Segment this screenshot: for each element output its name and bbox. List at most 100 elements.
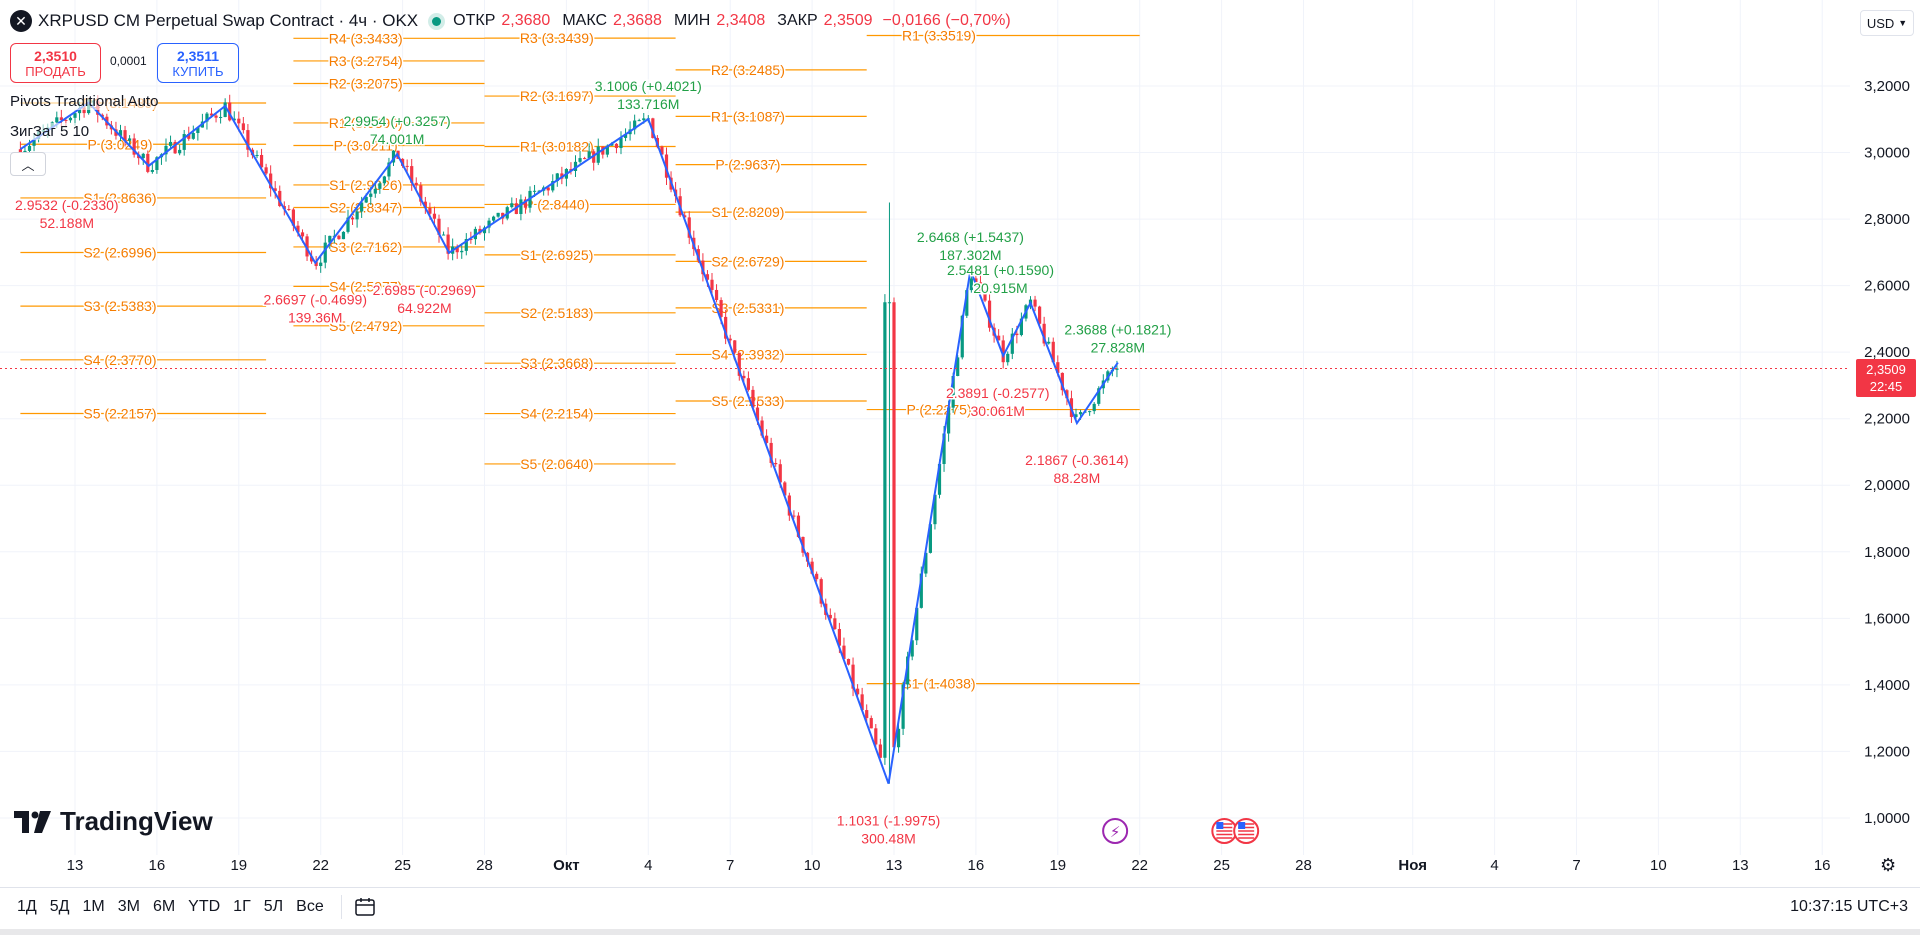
candle-body [182,134,186,150]
symbol-title[interactable]: XRPUSD CM Perpetual Swap Contract · 4ч ·… [38,11,419,30]
settings-gear-icon[interactable]: ⚙ [1880,855,1897,875]
buy-price: 2,3511 [176,47,220,64]
zigzag-label-price: 2.3688 (+0.1821) [1064,322,1171,338]
sell-price: 2,3510 [34,47,77,64]
candle-body [605,145,609,155]
candle-body [1019,318,1023,336]
range-6m-button[interactable]: 6М [152,898,176,915]
zigzag-label-volume: 30.061M [970,403,1024,419]
bar-countdown: 22:45 [1869,379,1903,394]
zigzag-label-price: 2.6468 (+1.5437) [917,229,1024,245]
time-tick-label: 28 [476,857,493,874]
zigzag-label-price: 2.6985 (-0.2969) [373,282,477,298]
candle-body [77,107,82,114]
zigzag-label-price: 2.6697 (-0.4699) [263,291,367,307]
candle-body [64,119,68,121]
candle-body [1001,340,1005,363]
candle-body [410,166,414,183]
time-tick-label: 13 [886,857,903,874]
candle-body [842,645,846,659]
range-1y-button[interactable]: 1Г [233,898,251,915]
currency-label: USD [1866,15,1895,31]
chevron-down-icon: ▼ [1898,18,1908,28]
candle-body [1047,341,1051,344]
candle-body [219,116,223,118]
pivot-label: R2 (3.2075) [329,76,403,92]
pivot-label: S2 (2.6996) [83,244,156,260]
candle-body [714,289,719,301]
candle-body [924,552,928,574]
time-tick-label: Ноя [1398,857,1427,874]
candle-body [728,338,732,341]
pivot-label: S5 (2.4792) [329,318,402,334]
candle-body [942,433,946,465]
indicator-zigzag[interactable]: ЗигЗаг 5 10 [10,123,90,140]
candle-body [223,102,227,117]
candle-body [1060,372,1064,391]
close-value: 2,3509 [823,12,873,29]
candle-body [974,278,978,283]
range-ytd-button[interactable]: YTD [188,898,221,915]
price-chart[interactable]: R1 (3.1489)P (3.0249)S1 (2.8636)S2 (2.69… [0,0,1920,887]
tradingview-logo-icon [14,810,51,833]
bottom-toolbar: 1Д 5Д 1М 3М 6М YTD 1Г 5Л Все [0,887,1920,926]
range-1d-button[interactable]: 1Д [17,898,37,915]
zigzag-labels: 2.9532 (-0.2330) 52.188M 2.6697 (-0.4699) 1… [14,77,1173,849]
candle-body [755,407,760,421]
pivot-label: R1 (3.1087) [711,108,785,124]
time-axis[interactable]: ⚡ 13 16 19 22 25 28 Окт 4 7 10 13 16 19 22 25 28 Ноя 4 7 10 1… [67,818,1831,874]
range-5d-button[interactable]: 5Д [49,898,70,915]
candle-body [1097,388,1101,404]
candle-body [523,199,528,208]
candle-body [82,107,86,114]
candle-body [637,120,641,122]
pivot-label: R1 (3.0182) [520,138,594,154]
range-all-button[interactable]: Все [296,898,324,915]
pivot-label: P (3.0249) [87,136,152,152]
candle-body [214,115,218,118]
buy-button[interactable]: 2,3511 КУПИТЬ [157,43,239,83]
pivot-label: S3 (2.5383) [83,298,156,314]
candle-body [760,420,764,436]
tradingview-logo[interactable]: TradingView [14,806,213,837]
candle-body [619,137,623,149]
candle-body [300,232,305,237]
candle-body [1056,362,1060,373]
candle-body [1033,299,1037,307]
zigzag-label-volume: 52.188M [40,215,94,231]
spread-value: 0,0001 [110,54,147,68]
market-status-icon [432,16,442,26]
zigzag-label-price: 3.1006 (+0.4021) [595,78,702,94]
candle-body [919,573,923,608]
pivot-label: P (2.2275) [906,402,971,418]
candle-body [146,153,150,172]
pivot-label: S4 (2.5977) [329,278,402,294]
candle-body [1051,341,1055,363]
candle-body [1088,411,1092,413]
currency-selector[interactable]: USD ▼ [1860,10,1914,36]
utc-clock[interactable]: 10:37:15 UTC+3 [1790,898,1908,915]
chart-grid [0,0,1850,855]
range-5y-button[interactable]: 5Л [263,898,284,915]
sell-button[interactable]: 2,3510 ПРОДАТЬ [10,43,101,83]
pivot-label: R4 (3.3433) [329,30,403,46]
zigzag-label-volume: 139.36M [288,309,342,325]
price-tick-label: 1,4000 [1864,677,1910,694]
collapse-indicators-button[interactable]: ︿ [10,152,46,176]
candle-body [373,188,377,194]
go-to-date-calendar-icon[interactable] [340,895,378,919]
candle-body [132,138,136,155]
zigzag-label-volume: 133.716M [617,96,679,112]
range-1m-button[interactable]: 1М [82,898,105,915]
candle-body [155,157,159,171]
pivot-label: S2 (2.5183) [520,305,593,321]
range-3m-button[interactable]: 3М [117,898,140,915]
candle-body [896,728,901,748]
candle-body [869,718,873,729]
indicator-pivots[interactable]: Pivots Traditional Auto [10,93,159,110]
price-tick-label: 1,6000 [1864,610,1910,627]
price-axis[interactable]: 3,2000 3,0000 2,8000 2,6000 2,4000 2,2000 2,00… [1850,0,1920,887]
candle-body [901,684,905,729]
candle-body [724,316,728,339]
candle-body [310,256,314,262]
